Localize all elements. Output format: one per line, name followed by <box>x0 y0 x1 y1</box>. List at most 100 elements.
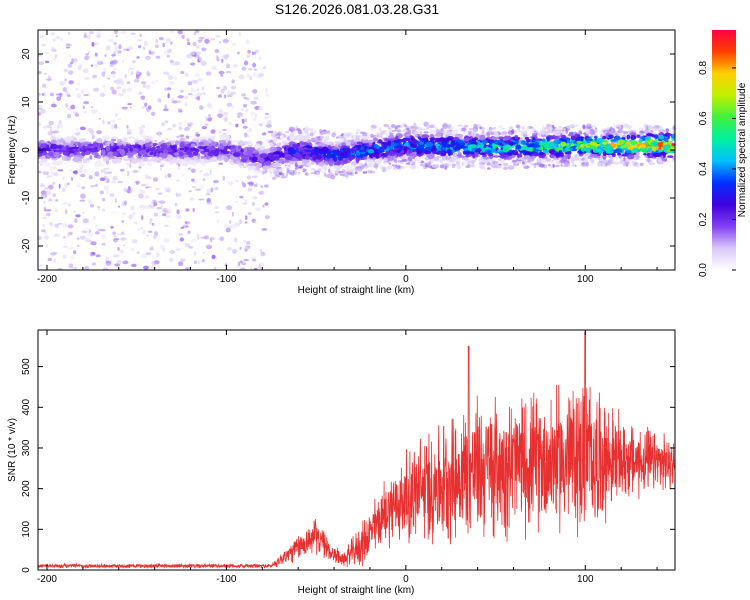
spectrogram-band-cell <box>539 151 544 156</box>
spectrogram-band-cell <box>272 154 280 157</box>
spectrogram-band-cell <box>92 142 99 148</box>
spectrogram-band-cell <box>223 156 230 162</box>
spectrogram-noise-cell <box>237 51 240 55</box>
spectrogram-noise-cell <box>479 126 482 130</box>
spectrogram-noise-cell <box>261 133 265 136</box>
spectrogram-noise-cell <box>196 92 203 96</box>
spectrogram-noise-cell <box>279 172 283 176</box>
spectrogram-noise-cell <box>101 71 106 77</box>
spectrogram-noise-cell <box>105 256 110 262</box>
spectrogram-band-cell <box>398 139 406 142</box>
spectrogram-noise-cell <box>302 127 306 131</box>
spectrogram-band-cell <box>435 143 440 147</box>
spectrogram-band-cell <box>170 140 174 146</box>
spectrogram-noise-cell <box>470 164 475 168</box>
spectrogram-noise-cell <box>249 273 251 278</box>
spectrogram-noise-cell <box>110 71 116 75</box>
spectrogram-noise-cell <box>191 178 195 182</box>
spectrogram-noise-cell <box>188 166 192 169</box>
spectrogram-noise-cell <box>66 182 70 186</box>
spectrogram-noise-cell <box>237 115 241 119</box>
spectrogram-band-cell <box>664 133 673 137</box>
spectrogram-noise-cell <box>305 172 308 176</box>
spectrogram-band-cell <box>56 135 62 139</box>
spectrogram-band-cell <box>434 132 442 137</box>
spectrogram-band-cell <box>636 134 641 138</box>
spectrogram-noise-cell <box>479 165 484 169</box>
spectrogram-noise-cell <box>166 188 171 193</box>
spectrogram-band-cell <box>550 150 556 155</box>
spectrogram-band-cell <box>248 156 253 161</box>
spectrogram-noise-cell <box>655 125 660 130</box>
spectrogram-band-cell <box>529 156 537 159</box>
spectrogram-noise-cell <box>280 175 287 179</box>
spectrogram-noise-cell <box>38 107 43 110</box>
spectrogram-noise-cell <box>249 75 252 81</box>
spectrogram-band-cell <box>462 157 469 161</box>
spectrogram-noise-cell <box>240 108 245 112</box>
spectrogram-band-cell <box>293 144 300 149</box>
spectrogram-noise-cell <box>38 121 42 127</box>
spectrogram-band-cell <box>211 141 215 145</box>
spectrogram-noise-cell <box>264 116 268 119</box>
spectrogram-noise-cell <box>251 51 255 56</box>
spectrogram-band-cell <box>277 142 281 147</box>
spectrogram-band-cell <box>412 153 416 159</box>
spectrogram-noise-cell <box>469 159 475 163</box>
spectrogram-noise-cell <box>145 252 152 255</box>
spectrogram-noise-cell <box>147 105 152 110</box>
spectrogram-noise-cell <box>607 161 611 167</box>
spectrogram-noise-cell <box>431 164 438 168</box>
spectrogram-noise-cell <box>243 239 247 243</box>
spectrogram-band-cell <box>383 157 388 162</box>
spectrogram-noise-cell <box>96 34 101 38</box>
spectrogram-band-cell <box>377 134 383 138</box>
spectrogram-band-cell <box>494 131 499 137</box>
spectrogram-band-cell <box>129 147 133 152</box>
spectrogram-band-cell <box>549 142 557 148</box>
spectrogram-noise-cell <box>207 113 211 118</box>
colorbar: 0.00.20.40.60.8 Normalized spectral ampl… <box>698 30 748 277</box>
spectrogram-noise-cell <box>102 267 109 270</box>
spectrogram-band-cell <box>594 136 598 139</box>
spectrogram-noise-cell <box>139 33 142 38</box>
spectrogram-noise-cell <box>45 209 52 212</box>
spectrogram-noise-cell <box>38 54 42 57</box>
spectrogram-band-cell <box>156 146 161 149</box>
spectrogram-noise-cell <box>660 160 664 165</box>
spectrogram-noise-cell <box>497 164 503 168</box>
spectrogram-noise-cell <box>261 228 268 231</box>
spectrogram-noise-cell <box>187 122 194 127</box>
spectrogram-noise-cell <box>107 121 111 125</box>
spectrogram-band-cell <box>498 128 507 132</box>
spectrogram-noise-cell <box>67 94 71 97</box>
spectrogram-noise-cell <box>138 166 142 169</box>
spectrogram-noise-cell <box>51 170 54 176</box>
spectrogram-band-cell <box>537 132 541 135</box>
colorbar-gradient <box>712 30 736 270</box>
spectrogram-band-cell <box>473 148 482 153</box>
spectrogram-band-cell <box>652 152 660 157</box>
spectrogram-noise-cell <box>187 124 192 128</box>
spectrogram-noise-cell <box>118 205 120 208</box>
spectrogram-band-cell <box>218 154 222 160</box>
spectrogram-noise-cell <box>110 86 115 91</box>
spectrogram-noise-cell <box>138 193 144 199</box>
spectrogram-noise-cell <box>78 163 85 169</box>
spectrogram-noise-cell <box>246 54 251 59</box>
spectrogram-noise-cell <box>198 56 203 62</box>
spectrogram-noise-cell <box>183 222 187 227</box>
spectrogram-noise-cell <box>629 125 633 130</box>
y-tick-label: 100 <box>21 521 32 538</box>
spectrogram-band-cell <box>335 143 339 148</box>
spectrogram-band-cell <box>460 155 466 159</box>
spectrogram-noise-cell <box>222 38 229 44</box>
spectrogram-band-cell <box>638 138 643 143</box>
spectrogram-noise-cell <box>252 274 254 276</box>
spectrogram-band-cell <box>581 148 585 152</box>
spectrogram-noise-cell <box>112 59 118 65</box>
spectrogram-band-cell <box>112 152 118 157</box>
spectrogram-band-cell <box>137 145 142 149</box>
spectrogram-noise-cell <box>402 128 408 133</box>
spectrogram-noise-cell <box>38 111 42 116</box>
